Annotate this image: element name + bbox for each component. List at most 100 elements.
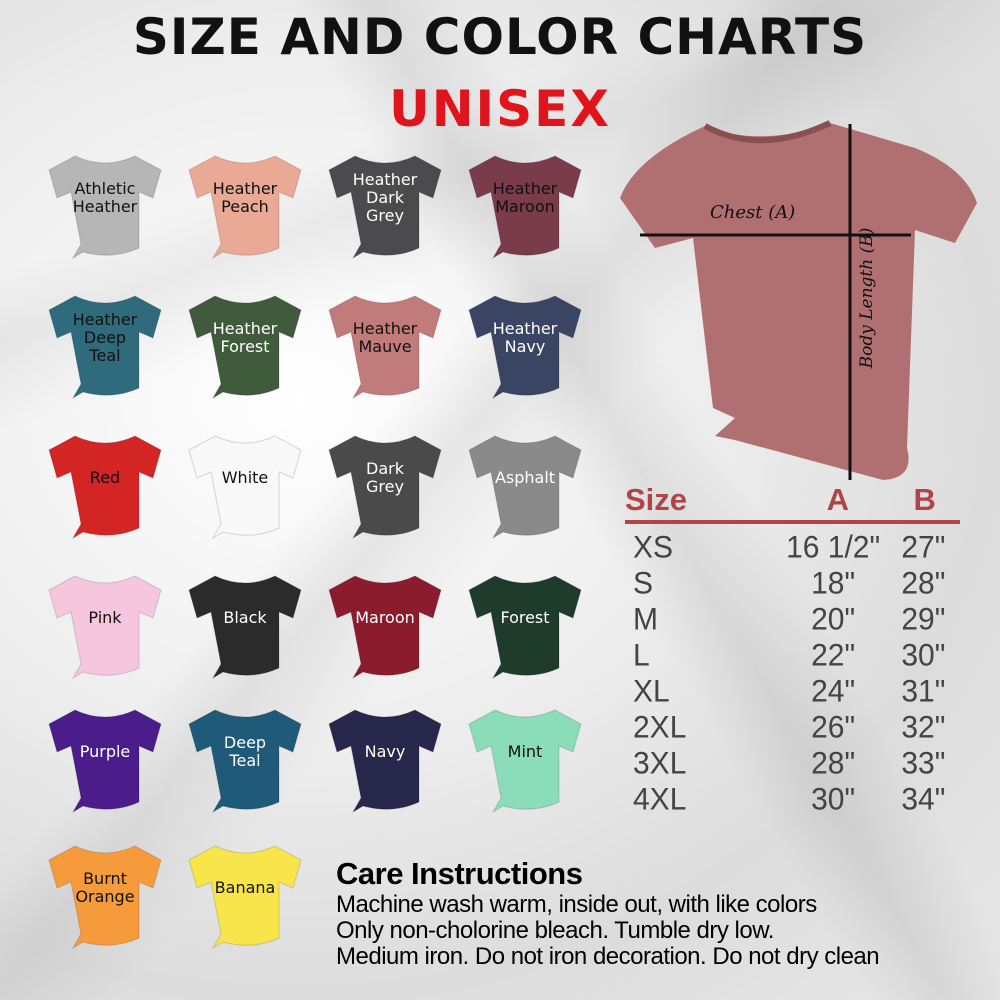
- care-line: Only non-cholorine bleach. Tumble dry lo…: [336, 917, 774, 944]
- color-name-line: Heather: [212, 179, 278, 198]
- tshirt-icon: [48, 155, 162, 260]
- color-swatch: Heather Mauve: [323, 288, 447, 406]
- size-cell: S: [633, 566, 654, 601]
- chest-cell: 16 1/2": [786, 530, 881, 565]
- tshirt-icon: [188, 845, 302, 950]
- size-cell: 4XL: [633, 782, 687, 817]
- color-swatch: Heather Forest: [183, 288, 307, 406]
- color-name-line: Pink: [88, 608, 122, 627]
- color-name: Forest: [463, 568, 587, 668]
- color-swatch: Heather Deep Teal: [43, 288, 167, 406]
- color-swatch: Black: [183, 568, 307, 686]
- color-name: Heather Maroon: [463, 148, 587, 248]
- tshirt-icon: [468, 295, 582, 400]
- color-name: Heather Deep Teal: [43, 288, 167, 388]
- color-name-line: Navy: [504, 337, 546, 356]
- color-name: Heather Dark Grey: [323, 148, 447, 248]
- color-name-line: Heather: [352, 170, 418, 189]
- chest-cell: 22": [811, 638, 856, 673]
- color-name: Dark Grey: [323, 428, 447, 528]
- size-row: S 18" 28": [625, 565, 960, 603]
- size-cell: XL: [633, 674, 670, 709]
- color-name: Navy: [323, 702, 447, 802]
- color-name-line: Deep: [223, 733, 267, 752]
- size-cell: L: [633, 638, 650, 673]
- color-name-line: Teal: [89, 346, 121, 365]
- color-swatch: Burnt Orange: [43, 838, 167, 956]
- color-name-line: Purple: [79, 742, 131, 761]
- color-name-line: Heather: [212, 319, 278, 338]
- tshirt-icon: [468, 709, 582, 814]
- tshirt-icon: [188, 435, 302, 540]
- color-swatch: Purple: [43, 702, 167, 820]
- color-swatch: Asphalt: [463, 428, 587, 546]
- color-name-line: Maroon: [355, 608, 415, 627]
- color-name: Heather Forest: [183, 288, 307, 388]
- color-swatch: White: [183, 428, 307, 546]
- size-cell: XS: [633, 530, 674, 565]
- color-name: Black: [183, 568, 307, 668]
- color-swatch: Navy: [323, 702, 447, 820]
- size-table-header: Size A B: [625, 478, 960, 518]
- header-a: A: [826, 482, 849, 517]
- color-swatch: Dark Grey: [323, 428, 447, 546]
- color-name-line: Heather: [72, 197, 138, 216]
- color-name-line: Orange: [75, 887, 135, 906]
- length-cell: 30": [901, 638, 946, 673]
- color-name-line: Grey: [366, 206, 404, 225]
- color-swatch: Heather Maroon: [463, 148, 587, 266]
- color-name-line: White: [221, 468, 269, 487]
- tshirt-icon: [48, 845, 162, 950]
- color-swatch: Banana: [183, 838, 307, 956]
- color-name-line: Mauve: [358, 337, 412, 356]
- chest-cell: 30": [811, 782, 856, 817]
- size-cell: 2XL: [633, 710, 687, 745]
- size-table: Size A B XS 16 1/2" 27" S 18" 28" M 20" 29" L 22" 3…: [625, 478, 960, 818]
- chest-cell: 18": [811, 566, 856, 601]
- length-cell: 31": [901, 674, 946, 709]
- size-row: 3XL 28" 33": [625, 745, 960, 783]
- tshirt-icon: [48, 295, 162, 400]
- diagram-shirt: [620, 120, 977, 480]
- chest-cell: 28": [811, 746, 856, 781]
- color-name-line: Asphalt: [494, 468, 556, 487]
- tshirt-icon: [328, 295, 442, 400]
- length-cell: 33": [901, 746, 946, 781]
- size-diagram: Chest (A) Body Length (B): [615, 118, 980, 488]
- color-name: Asphalt: [463, 428, 587, 528]
- tshirt-icon: [188, 155, 302, 260]
- color-swatch: Heather Navy: [463, 288, 587, 406]
- color-name-line: Maroon: [495, 197, 555, 216]
- color-name-line: Teal: [229, 751, 261, 770]
- care-line: Machine wash warm, inside out, with like…: [336, 891, 817, 918]
- color-name: Banana: [183, 838, 307, 938]
- care-instructions: Care Instructions Machine wash warm, ins…: [336, 856, 880, 970]
- size-row: L 22" 30": [625, 637, 960, 675]
- size-cell: 3XL: [633, 746, 687, 781]
- color-name: Maroon: [323, 568, 447, 668]
- color-name-line: Heather: [492, 179, 558, 198]
- length-cell: 28": [901, 566, 946, 601]
- color-name: Heather Peach: [183, 148, 307, 248]
- color-name: Purple: [43, 702, 167, 802]
- color-swatch: Maroon: [323, 568, 447, 686]
- color-name-line: Forest: [220, 337, 270, 356]
- tshirt-icon: [188, 709, 302, 814]
- size-row: 2XL 26" 32": [625, 709, 960, 747]
- color-name: Deep Teal: [183, 702, 307, 802]
- tshirt-icon: [328, 575, 442, 680]
- chest-label: Chest (A): [710, 202, 796, 223]
- tshirt-icon: [188, 295, 302, 400]
- page-title: SIZE AND COLOR CHARTS: [132, 8, 868, 66]
- color-name-line: Heather: [72, 310, 138, 329]
- color-name-line: Banana: [214, 878, 276, 897]
- size-row: XS 16 1/2" 27": [625, 529, 960, 567]
- length-cell: 27": [901, 530, 946, 565]
- size-row: XL 24" 31": [625, 673, 960, 711]
- size-row: M 20" 29": [625, 601, 960, 639]
- tshirt-icon: [468, 155, 582, 260]
- tshirt-icon: [328, 435, 442, 540]
- size-cell: M: [633, 602, 658, 637]
- color-name-line: Mint: [507, 742, 543, 761]
- color-name-line: Deep: [83, 328, 127, 347]
